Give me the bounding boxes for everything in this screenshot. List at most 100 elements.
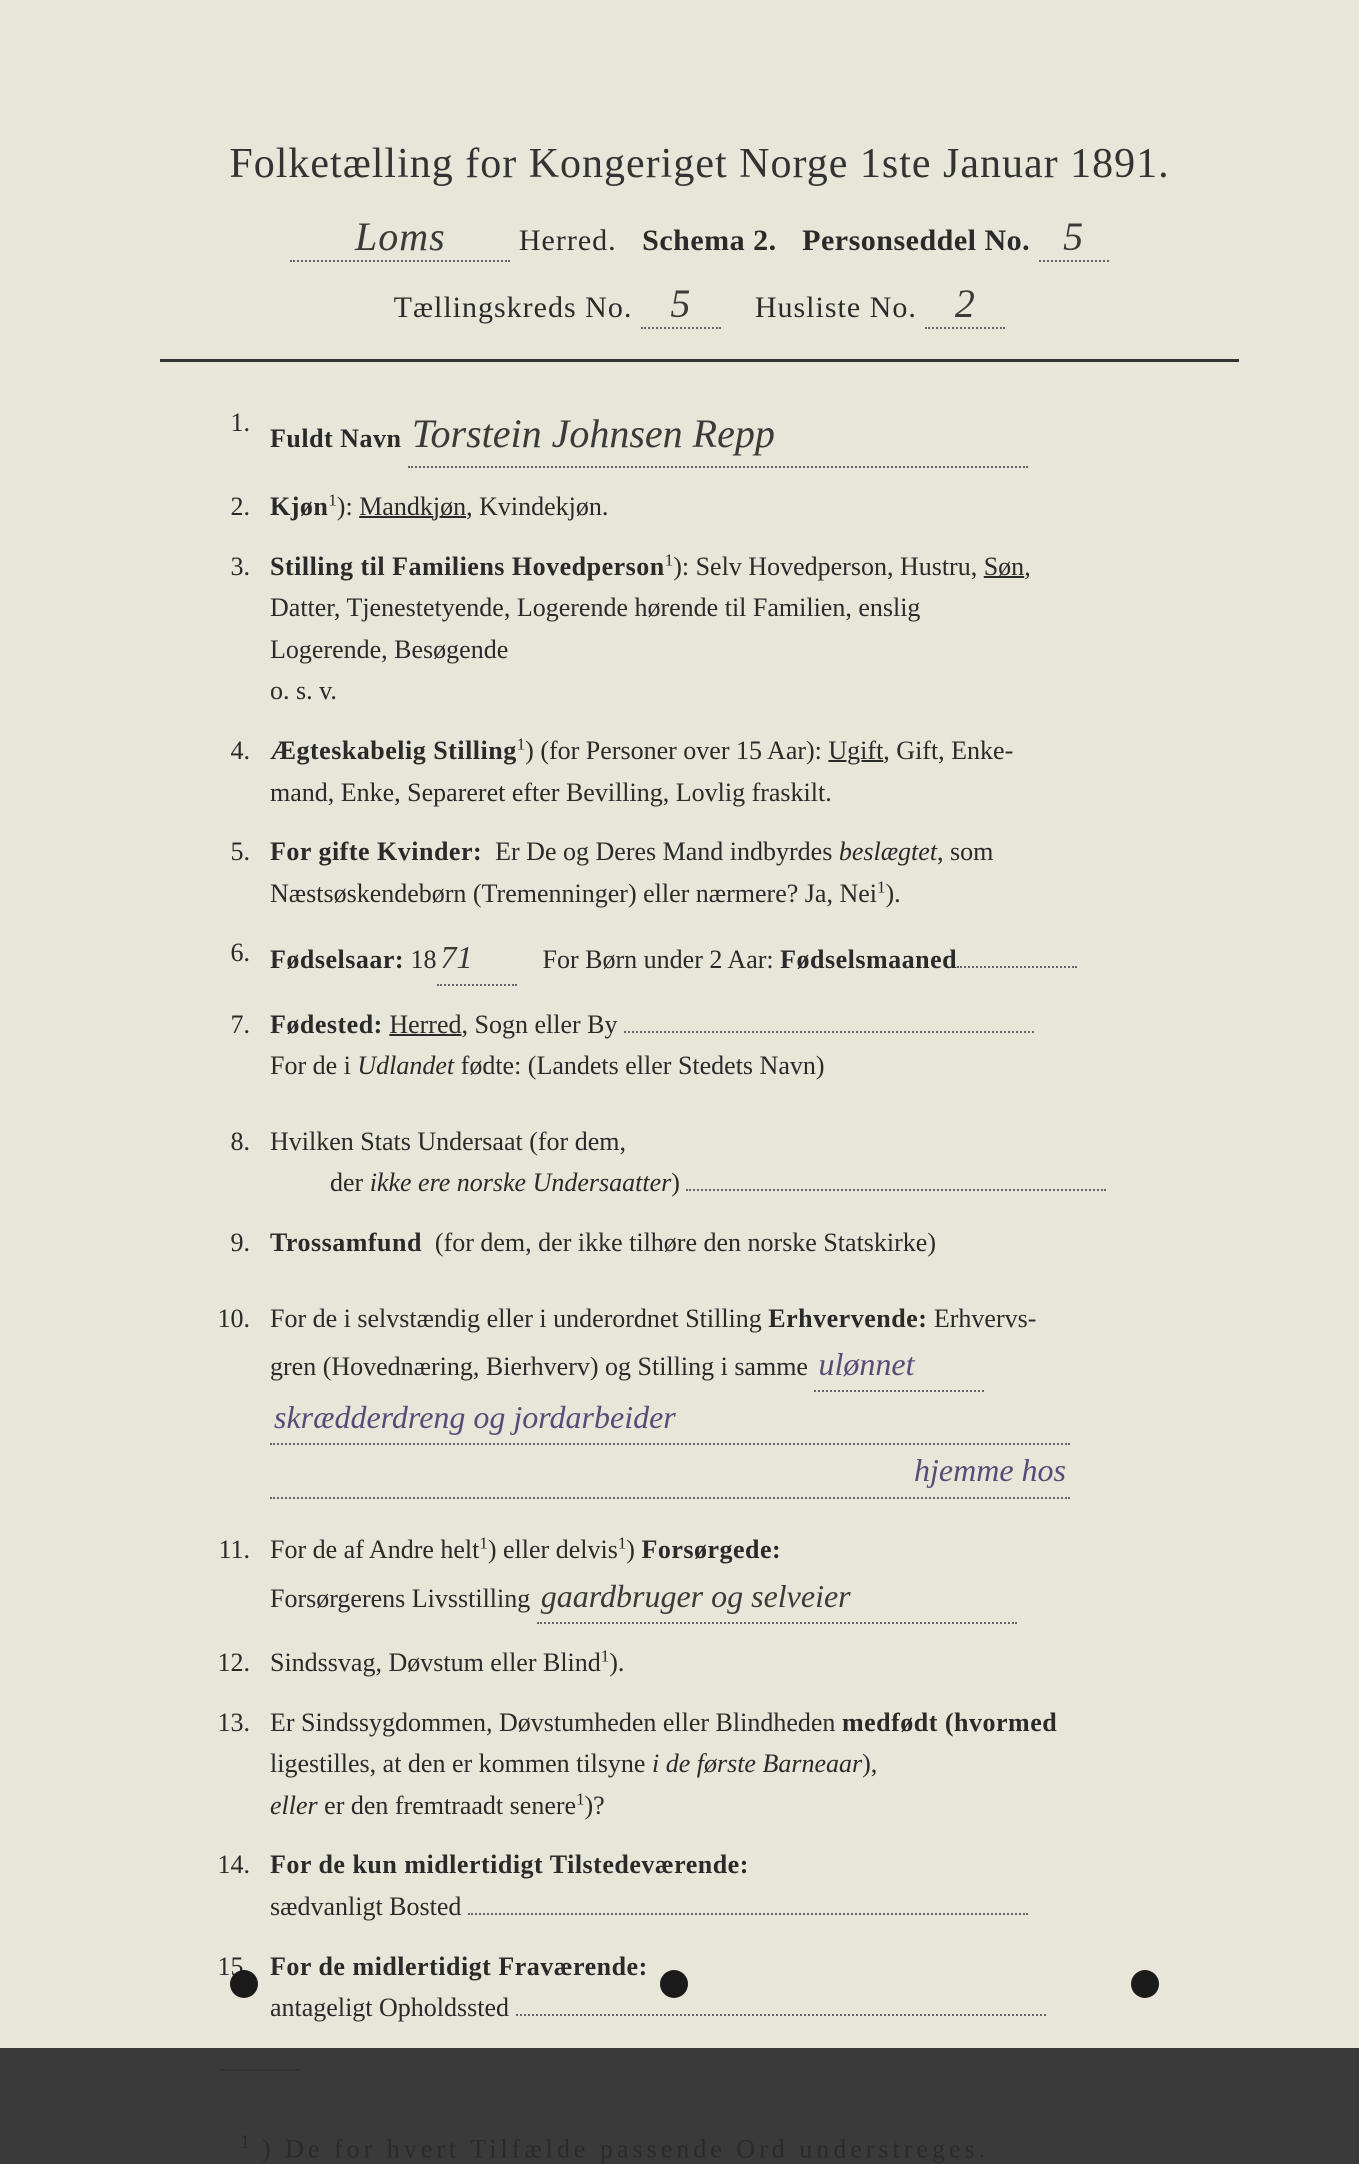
rel-text: (for dem, der ikke tilhøre den norske St… bbox=[435, 1228, 936, 1257]
do-l1b: medfødt (hvormed bbox=[842, 1708, 1057, 1737]
oc-l1b: Erhvervende: bbox=[768, 1304, 927, 1333]
marital-t2: , Gift, Enke- bbox=[883, 736, 1013, 765]
row-num: 9. bbox=[210, 1222, 270, 1264]
husliste-value: 2 bbox=[955, 280, 976, 327]
row-num: 4. bbox=[210, 730, 270, 772]
herred-line: Loms Herred. Schema 2. Personseddel No. … bbox=[160, 213, 1239, 262]
oc-hw1: ulønnet bbox=[818, 1346, 914, 1382]
do-l3it: eller bbox=[270, 1791, 318, 1820]
do-l3: er den fremtraadt senere bbox=[324, 1791, 576, 1820]
cz-l2a: der bbox=[330, 1168, 363, 1197]
oc-hw3: hjemme hos bbox=[914, 1445, 1066, 1496]
by-label: Fødselsaar: bbox=[270, 945, 404, 974]
form-body: 1. Fuldt Navn Torstein Johnsen Repp 2. K… bbox=[160, 402, 1239, 2029]
rel-label: Trossamfund bbox=[270, 1228, 422, 1257]
sex-label: Kjøn bbox=[270, 492, 328, 521]
sup: 1 bbox=[618, 1534, 626, 1553]
row-num: 11. bbox=[210, 1529, 270, 1571]
personseddel-label: Personseddel No. bbox=[802, 224, 1030, 257]
oc-l1a: For de i selvstændig eller i underordnet… bbox=[270, 1304, 768, 1333]
bp-l2a: For de i bbox=[270, 1051, 351, 1080]
row-sex: 2. Kjøn1): Mandkjøn, Kvindekjøn. bbox=[210, 486, 1239, 528]
oc-l1c: Erhvervs- bbox=[927, 1304, 1036, 1333]
mw-t1b: , som bbox=[937, 837, 993, 866]
relation-line3: Logerende, Besøgende bbox=[270, 635, 508, 664]
row-birthyear: 6. Fødselsaar: 1871 For Børn under 2 Aar… bbox=[210, 932, 1239, 985]
row-disability-onset: 13. Er Sindssygdommen, Døvstumheden elle… bbox=[210, 1702, 1239, 1827]
bp-label: Fødested: bbox=[270, 1010, 383, 1039]
row-num: 7. bbox=[210, 1004, 270, 1046]
row-num: 6. bbox=[210, 932, 270, 974]
row-married-women: 5. For gifte Kvinder: Er De og Deres Man… bbox=[210, 831, 1239, 914]
row-birthplace: 7. Fødested: Herred, Sogn eller By For d… bbox=[210, 1004, 1239, 1087]
name-value: Torstein Johnsen Repp bbox=[412, 402, 775, 466]
oc-hw2: skrædderdreng og jordarbeider bbox=[274, 1399, 676, 1435]
row-num: 5. bbox=[210, 831, 270, 873]
by-label2: For Børn under 2 Aar: bbox=[543, 945, 774, 974]
sp-l1a: For de af Andre helt bbox=[270, 1535, 479, 1564]
footnote-marker: 1 bbox=[240, 2131, 254, 2153]
relation-line2: Datter, Tjenestetyende, Logerende hørend… bbox=[270, 593, 920, 622]
ta-l2: antageligt Opholdssted bbox=[270, 1993, 509, 2022]
mw-t1: Er De og Deres Mand indbyrdes bbox=[495, 837, 832, 866]
relation-line4: o. s. v. bbox=[270, 676, 337, 705]
punch-hole-icon bbox=[230, 1970, 258, 1998]
row-temp-absent: 15. For de midlertidigt Fraværende: anta… bbox=[210, 1946, 1239, 2029]
relation-label: Stilling til Familiens Hovedperson bbox=[270, 552, 665, 581]
mw-label: For gifte Kvinder: bbox=[270, 837, 482, 866]
bp-rest: , Sogn eller By bbox=[462, 1010, 618, 1039]
form-header: Folketælling for Kongeriget Norge 1ste J… bbox=[160, 140, 1239, 329]
bp-l2b: fødte: (Landets eller Stedets Navn) bbox=[461, 1051, 825, 1080]
kreds-line: Tællingskreds No. 5 Husliste No. 2 bbox=[160, 280, 1239, 329]
punch-hole-icon bbox=[1131, 1970, 1159, 1998]
sup: 1 bbox=[665, 550, 673, 569]
sp-l2: Forsørgerens Livsstilling bbox=[270, 1584, 530, 1613]
header-divider bbox=[160, 359, 1239, 362]
by-prefix: 18 bbox=[411, 945, 437, 974]
mw-line2: Næstsøskendebørn (Tremenninger) eller næ… bbox=[270, 879, 877, 908]
marital-line2: mand, Enke, Separeret efter Bevilling, L… bbox=[270, 778, 832, 807]
row-disability: 12. Sindssvag, Døvstum eller Blind1). bbox=[210, 1642, 1239, 1684]
sp-l1c: Forsørgede: bbox=[641, 1535, 781, 1564]
oc-l2: gren (Hovednæring, Bierhverv) og Stillin… bbox=[270, 1352, 808, 1381]
row-num: 1. bbox=[210, 402, 270, 444]
by-label3: Fødselsmaaned bbox=[780, 945, 957, 974]
dis-text: Sindssvag, Døvstum eller Blind bbox=[270, 1648, 601, 1677]
marital-t1: (for Personer over 15 Aar): bbox=[540, 736, 828, 765]
row-num: 2. bbox=[210, 486, 270, 528]
row-citizenship: 8. Hvilken Stats Undersaat (for dem, der… bbox=[210, 1121, 1239, 1204]
punch-hole-icon bbox=[660, 1970, 688, 1998]
row-num: 13. bbox=[210, 1702, 270, 1744]
personseddel-value: 5 bbox=[1063, 213, 1084, 260]
footnote-rule bbox=[220, 2069, 300, 2071]
mw-it: beslægtet bbox=[839, 837, 937, 866]
row-temp-present: 14. For de kun midlertidigt Tilstedevære… bbox=[210, 1844, 1239, 1927]
ta-label: For de midlertidigt Fraværende: bbox=[270, 1952, 648, 1981]
sp-l1b: eller delvis bbox=[503, 1535, 618, 1564]
row-marital: 4. Ægteskabelig Stilling1) (for Personer… bbox=[210, 730, 1239, 813]
row-num: 14. bbox=[210, 1844, 270, 1886]
row-occupation: 10. For de i selvstændig eller i underor… bbox=[210, 1298, 1239, 1512]
cz-l2it: ikke ere norske Undersaatter bbox=[370, 1168, 672, 1197]
cz-line1: Hvilken Stats Undersaat (for dem, bbox=[270, 1127, 626, 1156]
kreds-label: Tællingskreds No. bbox=[394, 291, 633, 324]
sup: 1 bbox=[576, 1789, 584, 1808]
herred-value: Loms bbox=[355, 213, 446, 260]
row-num: 8. bbox=[210, 1121, 270, 1163]
row-supported: 11. For de af Andre helt1) eller delvis1… bbox=[210, 1529, 1239, 1624]
row-num: 3. bbox=[210, 546, 270, 588]
row-num: 10. bbox=[210, 1298, 270, 1340]
husliste-label: Husliste No. bbox=[755, 291, 917, 324]
relation-underlined: Søn bbox=[984, 552, 1024, 581]
marital-underlined: Ugift bbox=[828, 736, 883, 765]
sex-underlined: Mandkjøn bbox=[359, 492, 466, 521]
marital-label: Ægteskabelig Stilling bbox=[270, 736, 517, 765]
row-religion: 9. Trossamfund (for dem, der ikke tilhør… bbox=[210, 1222, 1239, 1264]
sup: 1 bbox=[517, 734, 525, 753]
tp-label: For de kun midlertidigt Tilstedeværende: bbox=[270, 1850, 749, 1879]
schema-label: Schema 2. bbox=[642, 224, 777, 257]
sup: 1 bbox=[479, 1534, 487, 1553]
census-form-page: Folketælling for Kongeriget Norge 1ste J… bbox=[0, 0, 1359, 2048]
sup: 1 bbox=[601, 1646, 609, 1665]
bp-l2it: Udlandet bbox=[357, 1051, 454, 1080]
